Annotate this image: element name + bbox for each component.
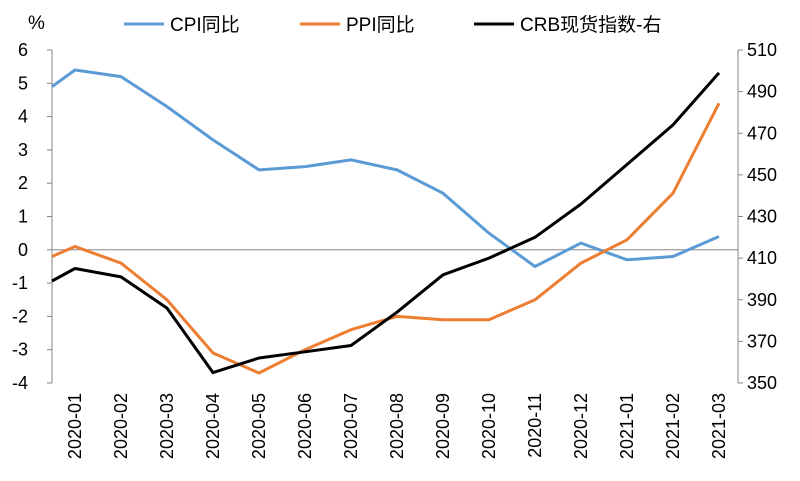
series-line-1 bbox=[51, 68, 720, 268]
right-tick-label: 490 bbox=[747, 82, 777, 102]
x-tick-label: 2020-07 bbox=[341, 393, 361, 459]
x-tick-label: 2020-04 bbox=[203, 393, 223, 459]
x-tick-label: 2020-06 bbox=[295, 393, 315, 459]
x-tick-label: 2020-02 bbox=[111, 393, 131, 459]
series-line-2 bbox=[51, 102, 721, 375]
x-tick-label: 2021-02 bbox=[663, 393, 683, 459]
x-tick-label: 2020-11 bbox=[525, 393, 545, 458]
left-tick-label: 4 bbox=[18, 107, 28, 127]
right-tick-label: 390 bbox=[747, 290, 777, 310]
left-tick-label: 5 bbox=[18, 73, 28, 93]
left-tick-label: 1 bbox=[18, 207, 28, 227]
legend-label-1: CPI同比 bbox=[170, 14, 240, 36]
left-tick-label: -4 bbox=[12, 373, 28, 393]
right-tick-label: 350 bbox=[747, 373, 777, 393]
left-tick-label: -3 bbox=[12, 340, 28, 360]
right-tick-label: 370 bbox=[747, 331, 777, 351]
left-tick-label: -2 bbox=[12, 306, 28, 326]
left-tick-label: 6 bbox=[18, 40, 28, 60]
x-tick-label: 2021-01 bbox=[617, 393, 637, 459]
x-tick-label: 2021-03 bbox=[709, 393, 729, 459]
right-tick-label: 410 bbox=[747, 248, 777, 268]
x-tick-label: 2020-12 bbox=[571, 393, 591, 459]
right-tick-label: 470 bbox=[747, 123, 777, 143]
legend-label-2: PPI同比 bbox=[346, 14, 415, 36]
left-tick-label: 3 bbox=[18, 140, 28, 160]
axes-layer: 6 5 4 3 2 1 0 -1 -2 -3 -4 510 490 470 450 430 410 390 370 3… bbox=[12, 40, 777, 459]
x-tick-label: 2020-10 bbox=[479, 393, 499, 459]
x-tick-label: 2020-05 bbox=[249, 393, 269, 459]
right-tick-label: 430 bbox=[747, 207, 777, 227]
legend: CPI同比 PPI同比 CRB现货指数-右 bbox=[124, 14, 661, 36]
legend-label-3: CRB现货指数-右 bbox=[520, 14, 661, 36]
y-unit-label: % bbox=[28, 13, 45, 34]
right-tick-label: 510 bbox=[747, 40, 777, 60]
series-line-3 bbox=[51, 71, 721, 375]
left-tick-label: 2 bbox=[18, 173, 28, 193]
left-tick-label: 0 bbox=[18, 240, 28, 260]
x-tick-label: 2020-09 bbox=[433, 393, 453, 459]
right-tick-label: 450 bbox=[747, 165, 777, 185]
series-layer bbox=[51, 68, 721, 375]
left-tick-label: -1 bbox=[12, 273, 28, 293]
x-tick-label: 2020-08 bbox=[387, 393, 407, 459]
x-tick-label: 2020-03 bbox=[157, 393, 177, 459]
x-tick-label: 2020-01 bbox=[65, 393, 85, 459]
